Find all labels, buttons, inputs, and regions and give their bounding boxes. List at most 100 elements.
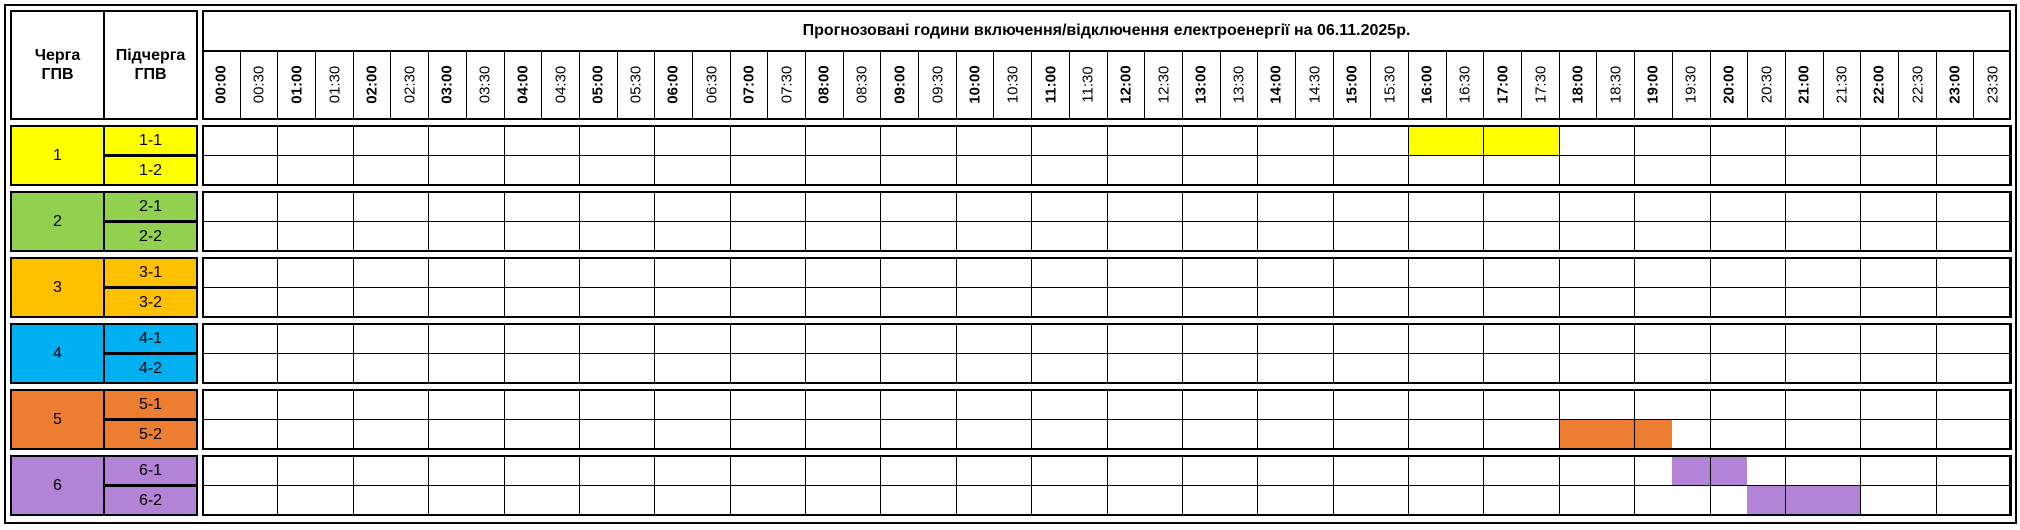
time-label: 02:30: [401, 65, 419, 103]
time-label: 04:00: [514, 64, 532, 104]
subqueue-header-label: Підчерга ГПВ: [115, 47, 186, 83]
time-column-header: 19:30: [1671, 50, 1710, 118]
time-label: 16:00: [1418, 64, 1436, 104]
time-label: 11:00: [1041, 65, 1059, 103]
time-column-header: 04:00: [503, 50, 542, 118]
schedule-frame: [4, 4, 2017, 524]
time-label: 13:00: [1192, 64, 1210, 104]
time-label: 18:30: [1607, 65, 1625, 103]
time-header: Прогнозовані години включення/відключенн…: [202, 10, 2011, 120]
time-column-header: 16:00: [1408, 50, 1446, 118]
time-column-header: 21:00: [1784, 50, 1823, 118]
subqueue-cell: 3-2: [103, 287, 198, 318]
time-label: 23:00: [1946, 64, 1964, 104]
time-column-header: 04:30: [541, 50, 579, 118]
time-label: 17:30: [1531, 65, 1549, 103]
time-column-header: 08:30: [842, 50, 881, 118]
time-label: 08:00: [815, 64, 833, 104]
time-column-header: 22:00: [1860, 50, 1898, 118]
time-label: 05:30: [627, 65, 645, 103]
queue-header-label: Черга ГПВ: [34, 47, 81, 83]
time-column-header: 13:00: [1181, 50, 1220, 118]
time-column-header: 09:00: [880, 50, 918, 118]
time-label: 19:00: [1644, 64, 1662, 104]
time-column-header: 17:30: [1521, 50, 1559, 118]
time-column-header: 07:00: [729, 50, 768, 118]
time-column-header: 02:30: [390, 50, 428, 118]
time-column-header: 10:30: [993, 50, 1031, 118]
subqueue-cell: 4-2: [103, 353, 198, 384]
time-label: 23:30: [1984, 65, 2002, 103]
time-column-header: 06:30: [691, 50, 730, 118]
time-label: 10:00: [966, 64, 984, 104]
time-label: 10:30: [1004, 65, 1022, 103]
subqueue-cell: 2-1: [103, 191, 198, 222]
time-label: 22:00: [1871, 64, 1889, 104]
time-column-header: 19:00: [1634, 50, 1672, 118]
subqueue-cell: 2-2: [103, 221, 198, 252]
time-column-header: 10:00: [955, 50, 994, 118]
time-label: 15:30: [1381, 65, 1399, 103]
subqueue-cell: 6-2: [103, 485, 198, 516]
queue-cell: 1: [10, 125, 105, 186]
time-column-header: 23:00: [1935, 50, 1974, 118]
time-label: 16:30: [1456, 65, 1474, 103]
time-label: 02:00: [363, 64, 381, 104]
time-label: 19:30: [1682, 65, 1700, 103]
time-label: 09:30: [928, 65, 946, 103]
time-column-header: 03:00: [428, 50, 466, 118]
time-column-header: 05:30: [616, 50, 655, 118]
group-block-border: [202, 389, 2011, 450]
subqueue-cell: 5-2: [103, 419, 198, 450]
time-label: 00:00: [212, 64, 230, 104]
time-column-header: 01:30: [315, 50, 353, 118]
time-column-header: 09:30: [918, 50, 956, 118]
time-label: 06:00: [665, 64, 683, 104]
time-column-header: 02:00: [352, 50, 391, 118]
queue-header: Черга ГПВ: [10, 10, 105, 120]
time-label: 01:30: [325, 65, 343, 103]
time-column-header: 18:30: [1596, 50, 1634, 118]
group-block-border: [202, 455, 2011, 516]
subqueue-cell: 3-1: [103, 257, 198, 288]
time-column-header: 01:00: [277, 50, 315, 118]
time-label: 21:30: [1833, 65, 1851, 103]
time-label: 12:30: [1155, 65, 1173, 103]
time-column-header: 18:00: [1558, 50, 1597, 118]
time-label: 08:30: [853, 65, 871, 103]
time-label: 03:00: [438, 64, 456, 104]
time-label: 17:00: [1494, 64, 1512, 104]
time-column-header: 11:00: [1031, 50, 1069, 118]
subqueue-cell: 5-1: [103, 389, 198, 420]
group-block-border: [202, 257, 2011, 318]
queue-cell: 6: [10, 455, 105, 516]
time-column-header: 11:30: [1068, 50, 1107, 118]
subqueue-cell: 4-1: [103, 323, 198, 354]
time-label: 07:30: [778, 65, 796, 103]
time-label: 04:30: [552, 65, 570, 103]
time-column-header: 20:30: [1747, 50, 1785, 118]
queue-cell: 3: [10, 257, 105, 318]
time-column-header: 15:30: [1370, 50, 1408, 118]
time-column-header: 20:00: [1709, 50, 1748, 118]
time-column-header: 08:00: [805, 50, 843, 118]
outage-block: [1747, 485, 1861, 516]
time-column-header: 15:00: [1332, 50, 1371, 118]
time-column-header: 17:00: [1483, 50, 1521, 118]
time-column-header: 07:30: [767, 50, 805, 118]
outage-block: [1558, 419, 1672, 450]
time-label: 20:30: [1758, 65, 1776, 103]
time-label: 14:30: [1305, 65, 1323, 103]
group-block-border: [202, 125, 2011, 186]
time-column-header: 14:00: [1257, 50, 1295, 118]
time-column-header: 21:30: [1822, 50, 1861, 118]
time-label: 07:00: [740, 64, 758, 104]
time-label: 00:30: [250, 65, 268, 103]
time-label: 06:30: [702, 65, 720, 103]
schedule-title: Прогнозовані години включення/відключенн…: [204, 12, 2009, 52]
queue-cell: 5: [10, 389, 105, 450]
subqueue-cell: 6-1: [103, 455, 198, 486]
subqueue-header: Підчерга ГПВ: [103, 10, 198, 120]
time-label: 03:30: [476, 65, 494, 103]
time-label: 01:00: [288, 64, 306, 104]
